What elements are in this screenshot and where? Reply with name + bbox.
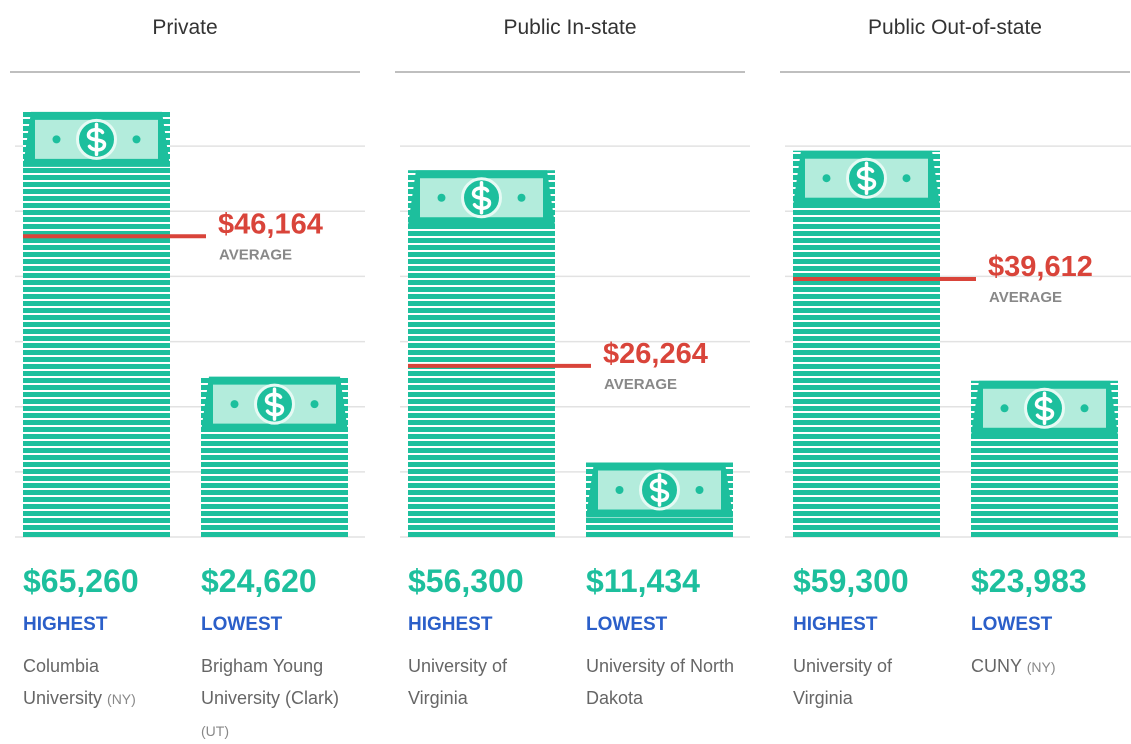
bill-dot <box>822 174 831 183</box>
school: Columbia University <box>23 656 103 708</box>
state: (NY) <box>1026 659 1056 675</box>
bar <box>23 111 170 537</box>
value-label: $11,434 <box>586 563 700 599</box>
value-label: $23,983 <box>971 563 1087 599</box>
average-value: $26,264 <box>603 338 708 370</box>
bill-dot <box>1080 404 1089 413</box>
category-label: HIGHEST <box>793 614 878 635</box>
bill-dot <box>437 193 446 202</box>
bill-dot <box>615 486 624 495</box>
panel-title: Private <box>152 16 217 39</box>
average-text: AVERAGE <box>604 376 677 393</box>
value-label: $65,260 <box>23 563 139 599</box>
bill-dot <box>517 193 526 202</box>
bar <box>793 150 940 537</box>
bill-dot <box>52 135 61 144</box>
average-value: $39,612 <box>988 251 1093 283</box>
dollar-sign <box>649 473 670 507</box>
school: CUNY <box>971 656 1022 676</box>
school: University of Virginia <box>793 656 893 708</box>
state: (UT) <box>201 723 229 739</box>
value-label: $56,300 <box>408 563 524 599</box>
bill-icon <box>408 170 555 226</box>
bill-dot <box>310 400 319 409</box>
bill-dot <box>132 135 141 144</box>
dollar-sign <box>86 122 107 157</box>
school-name: University of North Dakota <box>586 650 736 714</box>
bill-icon <box>201 376 348 432</box>
school: University of Virginia <box>408 656 508 708</box>
bill-dot <box>1000 404 1009 413</box>
marks: Private $65,260 HIGHEST $24,620 LOWEST $46,16… <box>10 16 1130 635</box>
category-label: LOWEST <box>971 614 1053 635</box>
school-name: Brigham Young University (Clark) (UT) <box>201 650 351 744</box>
school-name: University of Virginia <box>408 650 558 714</box>
category-label: HIGHEST <box>408 614 493 635</box>
average-value: $46,164 <box>218 208 323 240</box>
value-label: $59,300 <box>793 563 909 599</box>
school-name: University of Virginia <box>793 650 943 714</box>
bar <box>408 170 555 537</box>
bill-icon <box>23 111 170 167</box>
school: University of North Dakota <box>586 656 735 708</box>
bill-icon <box>971 380 1118 436</box>
bill-dot <box>902 174 911 183</box>
school: Brigham Young University (Clark) <box>201 656 340 708</box>
dollar-sign <box>1034 391 1055 426</box>
school-name: CUNY (NY) <box>971 650 1121 683</box>
average-text: AVERAGE <box>219 246 292 263</box>
bill-dot <box>230 400 239 409</box>
bill-icon <box>793 150 940 206</box>
category-label: LOWEST <box>201 614 283 635</box>
category-label: LOWEST <box>586 614 668 635</box>
dollar-sign <box>471 180 492 215</box>
dollar-sign <box>264 387 285 421</box>
school-name: Columbia University (NY) <box>23 650 173 715</box>
dollar-sign <box>856 161 877 195</box>
average-text: AVERAGE <box>989 289 1062 306</box>
bill-icon <box>586 462 733 518</box>
bill-dot <box>695 486 704 495</box>
panel-title: Public In-state <box>503 16 636 39</box>
state: (NY) <box>107 691 136 707</box>
value-label: $24,620 <box>201 563 317 599</box>
panel-title: Public Out-of-state <box>868 16 1042 39</box>
grid <box>15 145 1131 538</box>
category-label: HIGHEST <box>23 614 108 635</box>
